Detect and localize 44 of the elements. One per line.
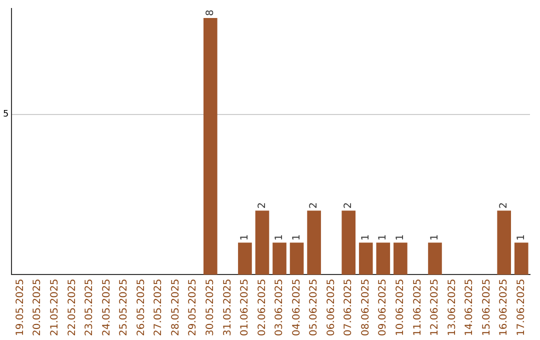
data-label: 1 bbox=[291, 234, 302, 241]
data-label: 8 bbox=[204, 10, 216, 16]
data-label: 1 bbox=[378, 234, 389, 241]
x-tick-label: 02.06.2025 bbox=[256, 278, 268, 336]
x-tick-label: 28.05.2025 bbox=[170, 278, 182, 336]
x-tick-label: 24.05.2025 bbox=[101, 278, 112, 336]
x-tick-label: 31.05.2025 bbox=[222, 278, 234, 336]
data-label: 1 bbox=[516, 234, 527, 241]
data-label: 1 bbox=[240, 234, 251, 241]
data-label: 1 bbox=[430, 234, 441, 241]
x-tick-label: 20.05.2025 bbox=[32, 278, 44, 336]
x-tick-label: 26.05.2025 bbox=[136, 278, 147, 336]
x-tick-label: 19.05.2025 bbox=[14, 278, 26, 336]
x-tick-label: 06.06.2025 bbox=[326, 278, 337, 336]
data-label: 2 bbox=[308, 202, 320, 209]
x-tick-label: 17.06.2025 bbox=[516, 278, 527, 336]
x-tick-label: 21.05.2025 bbox=[50, 278, 61, 336]
x-tick-label: 29.05.2025 bbox=[188, 278, 199, 336]
x-tick-label: 07.06.2025 bbox=[343, 278, 354, 336]
x-tick-label: 03.06.2025 bbox=[274, 278, 286, 336]
x-tick-label: 23.05.2025 bbox=[84, 278, 96, 336]
x-tick-label: 30.05.2025 bbox=[204, 278, 216, 336]
x-tick-label: 10.06.2025 bbox=[395, 278, 406, 336]
x-tick-label: 04.06.2025 bbox=[291, 278, 302, 336]
x-tick-label: 22.05.2025 bbox=[66, 278, 78, 336]
data-label: 1 bbox=[360, 234, 372, 241]
x-tick-label: 11.06.2025 bbox=[412, 278, 424, 336]
data-label: 2 bbox=[343, 202, 354, 209]
x-tick-label: 25.05.2025 bbox=[118, 278, 130, 336]
data-label: 2 bbox=[498, 202, 510, 209]
data-label: 1 bbox=[395, 234, 406, 241]
data-label: 1 bbox=[274, 234, 286, 241]
x-tick-label: 16.06.2025 bbox=[498, 278, 510, 336]
x-tick-label: 05.06.2025 bbox=[308, 278, 320, 336]
y-tick-label: 5 bbox=[2, 110, 9, 120]
x-tick-label: 12.06.2025 bbox=[430, 278, 441, 336]
x-tick-label: 01.06.2025 bbox=[240, 278, 251, 336]
x-tick-label: 14.06.2025 bbox=[464, 278, 476, 336]
x-tick-label: 08.06.2025 bbox=[360, 278, 372, 336]
x-tick-label: 27.05.2025 bbox=[153, 278, 164, 336]
x-tick-label: 13.06.2025 bbox=[446, 278, 458, 336]
x-tick-label: 15.06.2025 bbox=[481, 278, 492, 336]
data-label: 2 bbox=[256, 202, 268, 209]
x-tick-label: 09.06.2025 bbox=[378, 278, 389, 336]
